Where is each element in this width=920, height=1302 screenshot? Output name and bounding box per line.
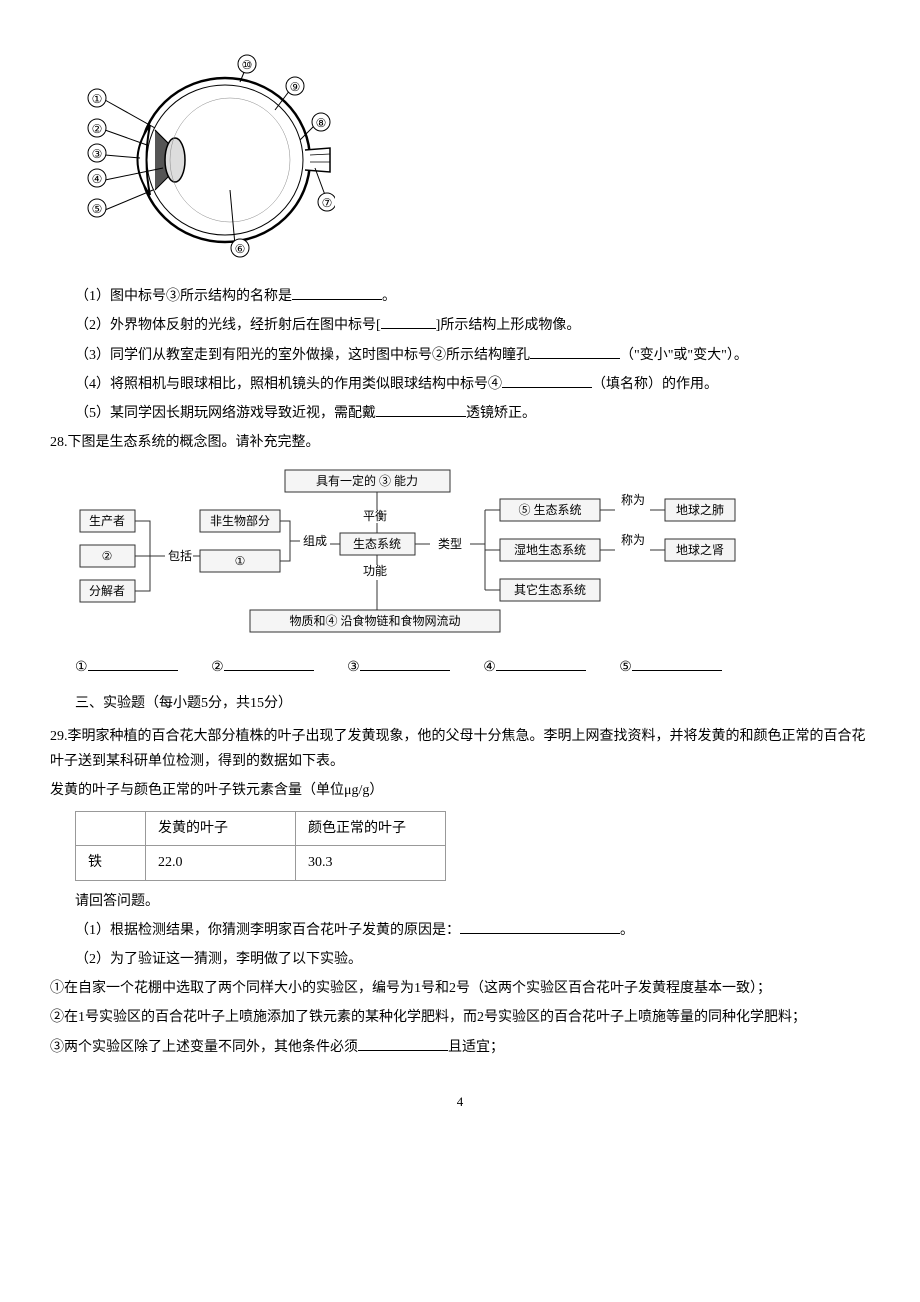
q27-3b: （"变小"或"变大"）。 bbox=[620, 348, 748, 363]
q29-s1: ①在自家一个花棚中选取了两个同样大小的实验区，编号为1号和2号（这两个实验区百合… bbox=[50, 976, 870, 1001]
eye-svg: ① ② ③ ④ ⑤ ⑥ ⑦ ⑧ ⑨ ⑩ bbox=[75, 50, 335, 260]
blank[interactable] bbox=[381, 313, 436, 329]
q27-4b: （填名称）的作用。 bbox=[592, 377, 718, 392]
eye-label-8: ⑧ bbox=[316, 116, 327, 130]
blank[interactable] bbox=[460, 918, 620, 934]
iron-table: 发黄的叶子 颜色正常的叶子 铁 22.0 30.3 bbox=[75, 811, 446, 880]
fill-3: ③ bbox=[347, 660, 360, 675]
node-c2: ② bbox=[102, 549, 113, 563]
node-eco5: ⑤ 生态系统 bbox=[518, 503, 581, 517]
eye-label-9: ⑨ bbox=[290, 80, 301, 94]
section-3-header: 三、实验题（每小题5分，共15分） bbox=[75, 691, 870, 716]
fill-5: ⑤ bbox=[619, 660, 632, 675]
col-yellow: 发黄的叶子 bbox=[146, 812, 296, 846]
node-top: 具有一定的 ③ 能力 bbox=[316, 473, 418, 488]
node-c1: ① bbox=[235, 554, 246, 568]
q27-5a: （5）某同学因长期玩网络游戏导致近视，需配戴 bbox=[75, 406, 376, 421]
node-producer: 生产者 bbox=[89, 514, 125, 528]
fill-1: ① bbox=[75, 660, 88, 675]
q27-3: （3）同学们从教室走到有阳光的室外做操，这时图中标号②所示结构瞳孔 （"变小"或"… bbox=[75, 343, 870, 368]
blank[interactable] bbox=[360, 655, 450, 671]
node-called1: 称为 bbox=[621, 493, 645, 507]
node-lung: 地球之肺 bbox=[676, 503, 724, 517]
node-abiotic: 非生物部分 bbox=[210, 513, 270, 528]
eye-diagram: ① ② ③ ④ ⑤ ⑥ ⑦ ⑧ ⑨ ⑩ bbox=[75, 50, 870, 269]
q27-5: （5）某同学因长期玩网络游戏导致近视，需配戴 透镜矫正。 bbox=[75, 401, 870, 426]
q29-1-end: 。 bbox=[620, 923, 634, 938]
q29-title: 29.李明家种植的百合花大部分植株的叶子出现了发黄现象，他的父母十分焦急。李明上… bbox=[50, 724, 870, 774]
node-type: 类型 bbox=[438, 537, 462, 551]
q29-2: （2）为了验证这一猜测，李明做了以下实验。 bbox=[75, 947, 870, 972]
node-include: 包括 bbox=[168, 548, 192, 563]
q27-5b: 透镜矫正。 bbox=[466, 406, 536, 421]
concept-diagram: 具有一定的 ③ 能力 生产者 ② 分解者 包括 非生物部分 ① 组成 平衡 生态… bbox=[75, 465, 845, 645]
q29-table-title: 发黄的叶子与颜色正常的叶子铁元素含量（单位μg/g） bbox=[50, 778, 870, 803]
eye-label-6: ⑥ bbox=[235, 242, 246, 256]
q27-1-text: （1）图中标号③所示结构的名称是 bbox=[75, 289, 292, 304]
q29-1: （1）根据检测结果，你猜测李明家百合花叶子发黄的原因是： 。 bbox=[75, 918, 870, 943]
blank[interactable] bbox=[632, 655, 722, 671]
q29-s3b: 且适宜； bbox=[448, 1040, 504, 1055]
eye-label-7: ⑦ bbox=[322, 196, 333, 210]
q27-2-text: （2）外界物体反射的光线，经折射后在图中标号[ bbox=[75, 318, 381, 333]
node-decomposer: 分解者 bbox=[89, 584, 125, 598]
blank[interactable] bbox=[292, 284, 382, 300]
page-number: 4 bbox=[50, 1090, 870, 1113]
fill-4: ④ bbox=[483, 660, 496, 675]
q29-s2: ②在1号实验区的百合花叶子上喷施添加了铁元素的某种化学肥料，而2号实验区的百合花… bbox=[50, 1005, 870, 1030]
blank[interactable] bbox=[376, 401, 466, 417]
eye-label-10: ⑩ bbox=[242, 58, 253, 72]
node-function: 功能 bbox=[363, 564, 387, 578]
node-compose: 组成 bbox=[303, 534, 327, 548]
blank[interactable] bbox=[358, 1035, 448, 1051]
q27-1-end: 。 bbox=[382, 289, 396, 304]
q27-3a: （3）同学们从教室走到有阳光的室外做操，这时图中标号②所示结构瞳孔 bbox=[75, 348, 530, 363]
table-row: 铁 22.0 30.3 bbox=[76, 846, 446, 880]
q29-s3a: ③两个实验区除了上述变量不同外，其他条件必须 bbox=[50, 1040, 358, 1055]
eye-label-4: ④ bbox=[92, 172, 103, 186]
node-othereco: 其它生态系统 bbox=[514, 582, 586, 597]
eye-label-2: ② bbox=[92, 122, 103, 136]
blank[interactable] bbox=[88, 655, 178, 671]
eye-label-3: ③ bbox=[92, 147, 103, 161]
eye-label-5: ⑤ bbox=[92, 202, 103, 216]
q27-2: （2）外界物体反射的光线，经折射后在图中标号[ ]所示结构上形成物像。 bbox=[75, 313, 870, 338]
node-ecosystem: 生态系统 bbox=[353, 537, 401, 551]
node-wetland: 湿地生态系统 bbox=[514, 542, 586, 557]
q28-title: 28.下图是生态系统的概念图。请补充完整。 bbox=[50, 430, 870, 455]
cell-iron: 铁 bbox=[76, 846, 146, 880]
col-blank bbox=[76, 812, 146, 846]
node-kidney: 地球之肾 bbox=[676, 543, 724, 557]
cell-v1: 22.0 bbox=[146, 846, 296, 880]
q29-1-text: （1）根据检测结果，你猜测李明家百合花叶子发黄的原因是： bbox=[75, 923, 460, 938]
table-row: 发黄的叶子 颜色正常的叶子 bbox=[76, 812, 446, 846]
blank[interactable] bbox=[224, 655, 314, 671]
node-called2: 称为 bbox=[621, 533, 645, 547]
q27-2-end: ]所示结构上形成物像。 bbox=[436, 318, 581, 333]
q27-1: （1）图中标号③所示结构的名称是 。 bbox=[75, 284, 870, 309]
q29-s3: ③两个实验区除了上述变量不同外，其他条件必须 且适宜； bbox=[50, 1035, 870, 1060]
blank[interactable] bbox=[530, 343, 620, 359]
blank[interactable] bbox=[496, 655, 586, 671]
fill-2: ② bbox=[211, 660, 224, 675]
blank[interactable] bbox=[502, 372, 592, 388]
q29-prompt: 请回答问题。 bbox=[75, 889, 870, 914]
q27-4: （4）将照相机与眼球相比，照相机镜头的作用类似眼球结构中标号④ （填名称）的作用。 bbox=[75, 372, 870, 397]
q28-fills: ① ② ③ ④ ⑤ bbox=[75, 655, 870, 680]
eye-label-1: ① bbox=[92, 92, 103, 106]
node-balance: 平衡 bbox=[363, 509, 387, 523]
q27-4a: （4）将照相机与眼球相比，照相机镜头的作用类似眼球结构中标号④ bbox=[75, 377, 502, 392]
col-normal: 颜色正常的叶子 bbox=[296, 812, 446, 846]
node-bottom: 物质和④ 沿食物链和食物网流动 bbox=[289, 613, 460, 628]
cell-v2: 30.3 bbox=[296, 846, 446, 880]
